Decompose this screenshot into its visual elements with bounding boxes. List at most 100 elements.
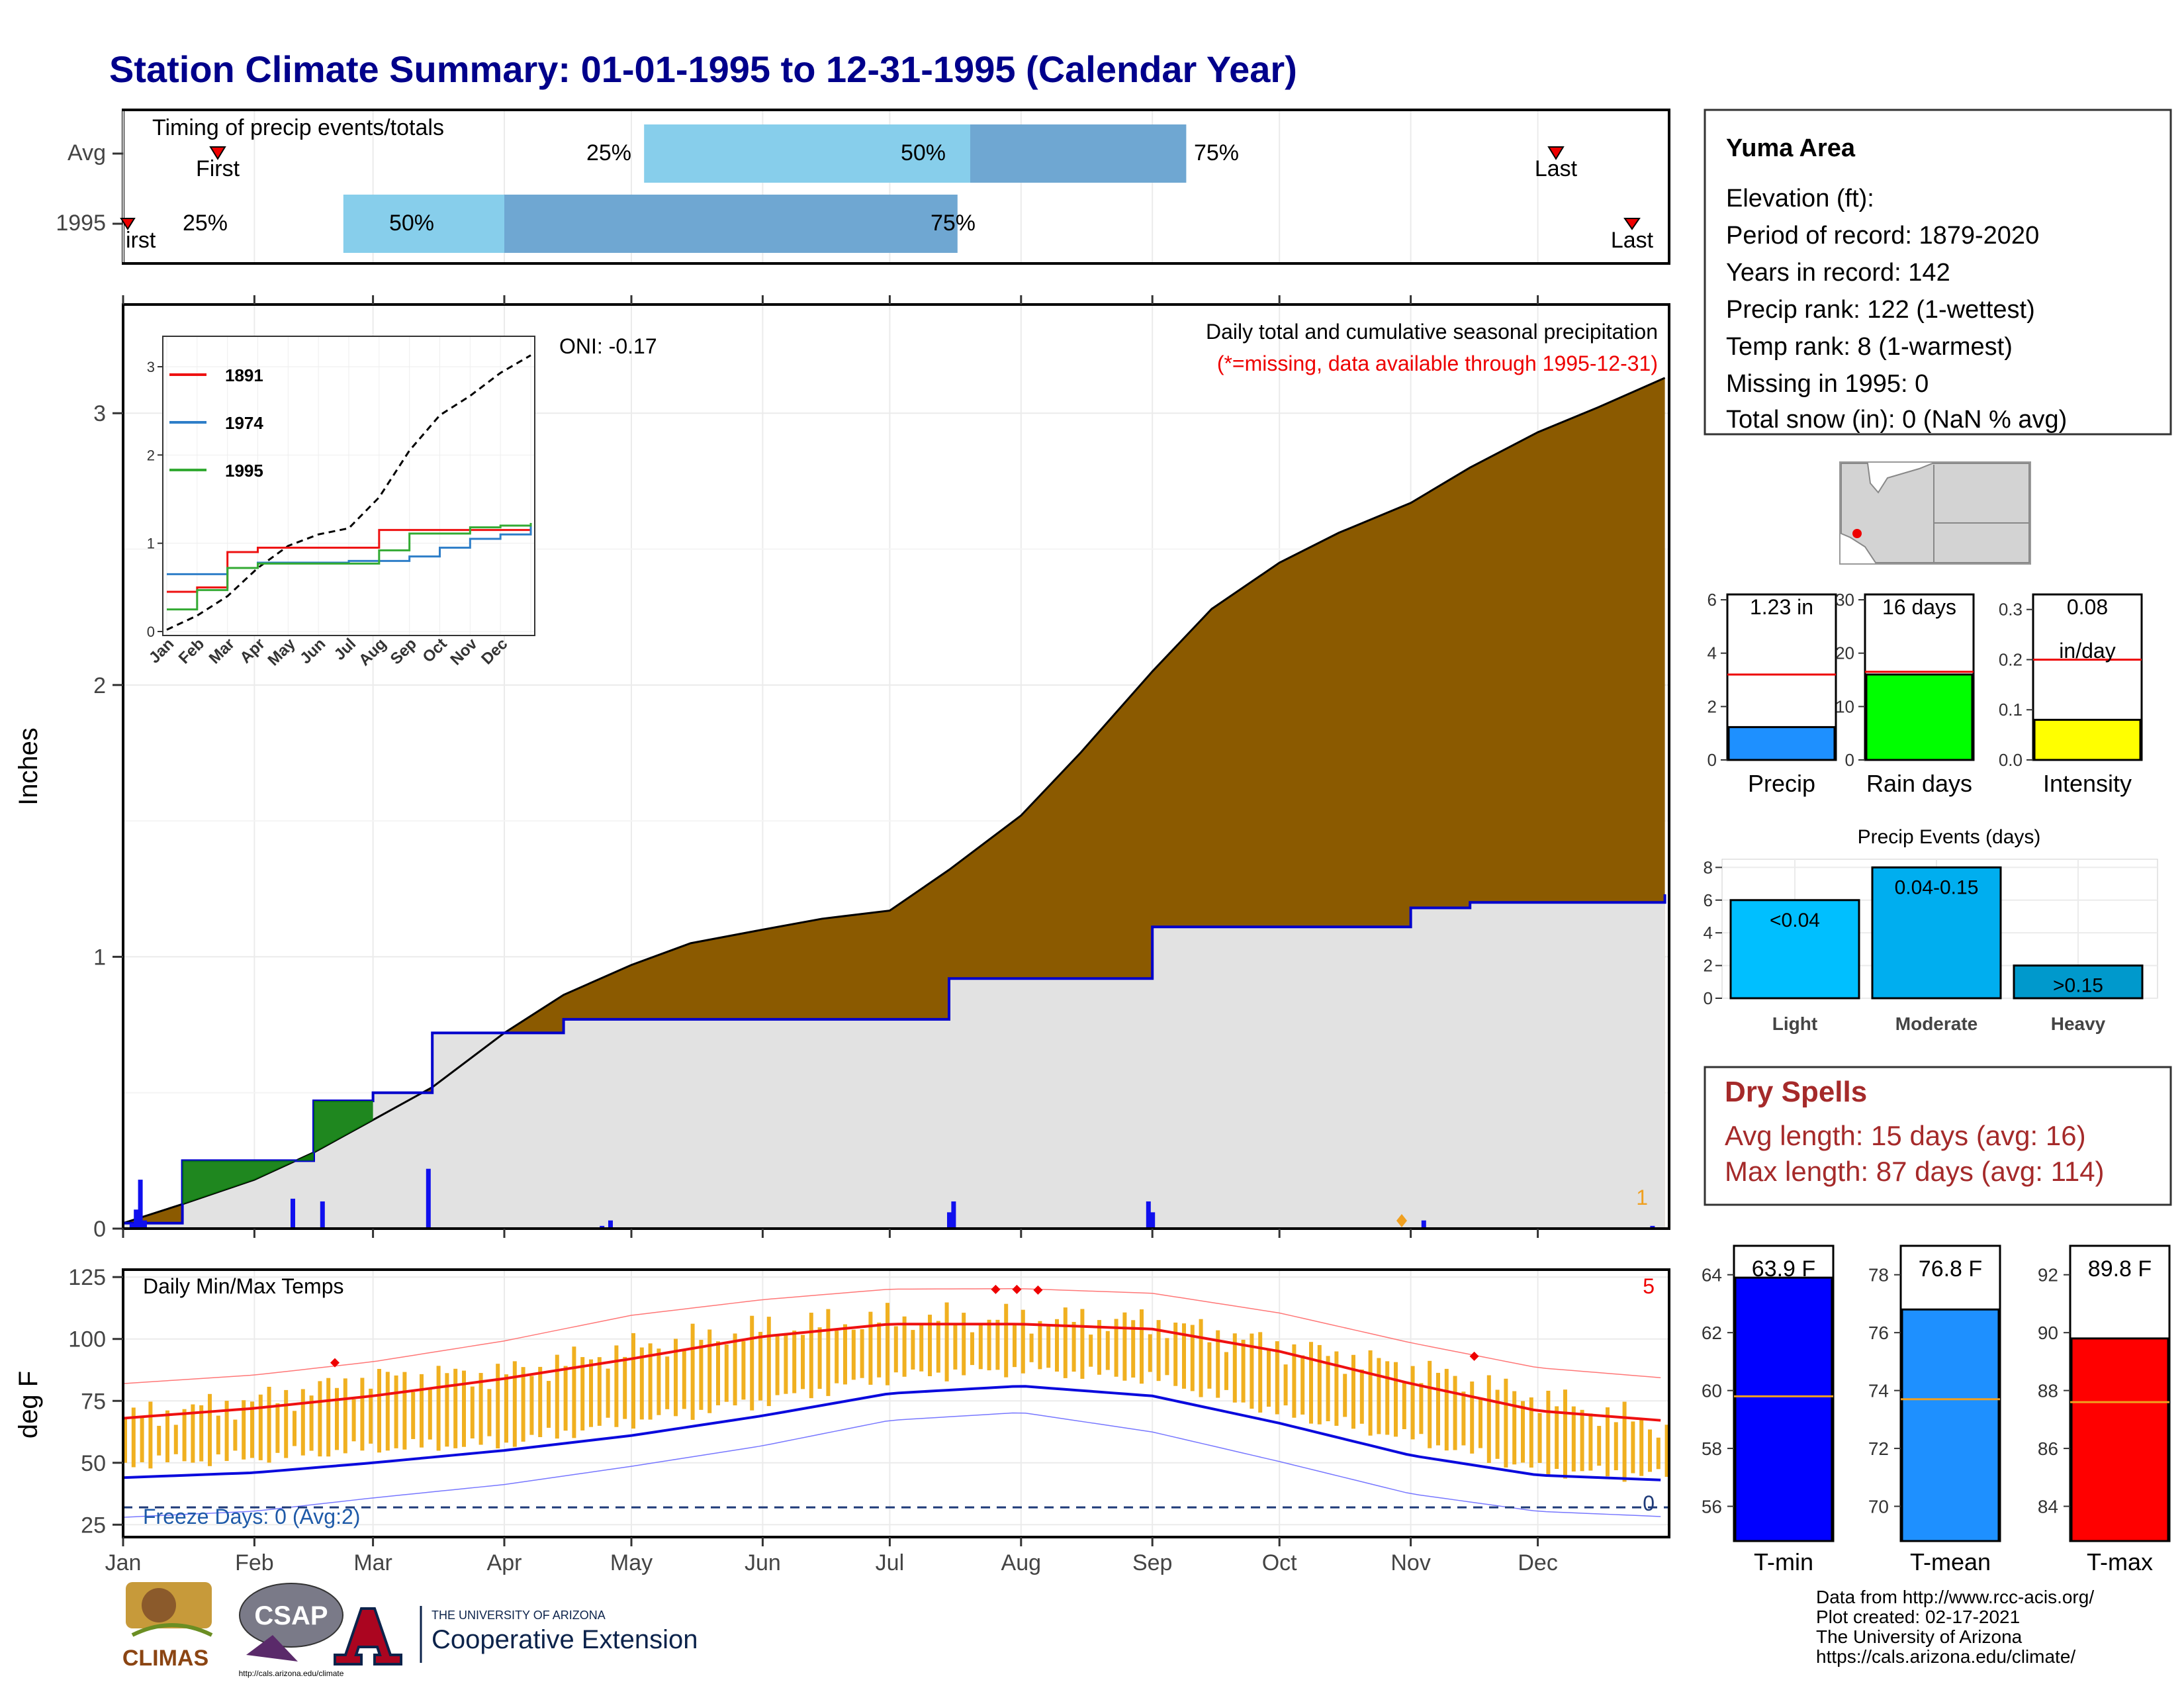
- daily-precip-bar: [951, 1201, 956, 1229]
- event-category-label: Heavy: [2051, 1013, 2106, 1034]
- event-range-label: >0.15: [2053, 975, 2103, 997]
- daily-precip-bar: [608, 1220, 613, 1229]
- daily-temp-range: [309, 1395, 314, 1451]
- inset-legend: 1891 1974 1995: [169, 365, 263, 481]
- precip-y-tick-label: 3: [93, 401, 106, 426]
- temp-frame: [122, 1268, 1670, 1538]
- daily-temp-range: [1317, 1344, 1322, 1425]
- temp-bar-label: T-max: [2087, 1548, 2153, 1575]
- daily-temp-range: [1470, 1382, 1475, 1454]
- daily-temp-range: [326, 1378, 331, 1457]
- daily-temp-range: [148, 1401, 153, 1469]
- daily-temp-range: [1656, 1437, 1661, 1470]
- legend-label-1974: 1974: [225, 413, 263, 433]
- daily-temp-range: [1148, 1334, 1152, 1372]
- events-y-tick-label: 8: [1704, 857, 1713, 877]
- daily-temp-range: [1546, 1390, 1551, 1476]
- daily-temp-range: [182, 1409, 187, 1462]
- climas-text: CLIMAS: [122, 1646, 208, 1671]
- daily-temp-range: [1614, 1422, 1618, 1471]
- daily-temp-range: [724, 1344, 729, 1402]
- daily-temp-range: [1436, 1372, 1440, 1446]
- daily-temp-range: [1580, 1409, 1584, 1472]
- mini-bar-label: Precip: [1748, 770, 1815, 797]
- daily-temp-range: [1428, 1360, 1432, 1448]
- csap-logo: CSAP http://cals.arizona.edu/climate: [239, 1583, 344, 1678]
- daily-temp-range: [1300, 1355, 1305, 1415]
- temp-bar-tick-label: 62: [1702, 1323, 1722, 1343]
- inset-frame: [162, 336, 535, 636]
- credit-line: Data from http://www.rcc-acis.org/: [1816, 1587, 2094, 1607]
- daily-temp-range: [1292, 1344, 1297, 1418]
- daily-temp-range: [614, 1345, 619, 1427]
- daily-temp-range: [1190, 1325, 1195, 1391]
- temp-bar-tick-label: 88: [2038, 1381, 2058, 1401]
- temp-bar-tick-label: 76: [1868, 1323, 1889, 1343]
- dry-spells-avg: Avg length: 15 days (avg: 16): [1725, 1120, 2086, 1151]
- year-cumulative-area: [123, 894, 1665, 1229]
- daily-temp-range: [716, 1341, 720, 1405]
- daily-temp-range: [563, 1366, 568, 1431]
- daily-temp-range: [462, 1370, 466, 1447]
- daily-temp-range: [1622, 1401, 1627, 1482]
- temp-month-label: Jul: [876, 1550, 904, 1575]
- daily-temp-range: [242, 1400, 246, 1460]
- legend-label-1891: 1891: [225, 365, 263, 385]
- daily-temp-range: [1512, 1391, 1517, 1465]
- daily-temp-range: [555, 1354, 559, 1439]
- daily-temp-range: [623, 1356, 627, 1419]
- daily-temp-range: [1232, 1333, 1237, 1403]
- daily-temp-range: [233, 1419, 238, 1451]
- dry-spells-max: Max length: 87 days (avg: 114): [1725, 1156, 2105, 1187]
- csap-text: CSAP: [254, 1601, 328, 1630]
- daily-temp-range: [131, 1407, 136, 1468]
- daily-temp-range: [766, 1317, 771, 1407]
- record-high-marker: [1012, 1284, 1022, 1294]
- inset-y-tick-label: 1: [147, 536, 155, 552]
- precip-frame: [122, 303, 1670, 1230]
- temp-bar-value-label: 89.8 F: [2088, 1256, 2152, 1282]
- climas-sun: [142, 1588, 176, 1622]
- mini-bar-value-label: 1.23 in: [1750, 595, 1813, 619]
- daily-temp-range: [521, 1367, 525, 1442]
- temp-bar-tick-label: 78: [1868, 1265, 1889, 1286]
- daily-temp-range: [1309, 1342, 1313, 1424]
- legend-label-1995: 1995: [225, 461, 263, 481]
- missing-note: (*=missing, data available through 1995-…: [1217, 352, 1658, 375]
- temp-month-label: Apr: [487, 1550, 522, 1575]
- daily-temp-range: [987, 1319, 991, 1371]
- timing-bars: [343, 124, 1187, 253]
- daily-temp-range: [1055, 1319, 1059, 1372]
- daily-temp-range: [1588, 1413, 1593, 1471]
- daily-temp-range: [877, 1322, 882, 1378]
- precip-y-axis: 0 1 2 3: [93, 401, 123, 1242]
- freeze-days-label: Freeze Days: 0 (Avg:2): [143, 1505, 360, 1528]
- station-location-dot: [1852, 529, 1862, 538]
- daily-temp-range: [784, 1333, 788, 1394]
- mini-bar-tick-label: 30: [1835, 590, 1854, 610]
- daily-temp-range: [191, 1404, 195, 1463]
- daily-temp-range: [1537, 1413, 1542, 1463]
- dry-spells-box: Dry Spells Avg length: 15 days (avg: 16)…: [1704, 1066, 2172, 1206]
- events-y-tick-label: 2: [1704, 956, 1713, 976]
- csap-url: http://cals.arizona.edu/climate: [239, 1669, 344, 1678]
- daily-temp-range: [919, 1325, 924, 1372]
- daily-temp-range: [1071, 1321, 1076, 1372]
- precip-y-tick-label: 2: [93, 673, 106, 698]
- daily-temp-range: [835, 1331, 839, 1383]
- daily-temp-range: [512, 1361, 517, 1447]
- temp-bar-tick-label: 90: [2038, 1323, 2058, 1343]
- daily-precip-bar: [138, 1180, 143, 1229]
- daily-temp-range: [1013, 1323, 1017, 1368]
- temp-bar-tick-label: 74: [1868, 1381, 1889, 1401]
- mini-bar-value: [1727, 726, 1836, 761]
- event-bar: [2013, 964, 2144, 1000]
- temp-month-label: May: [610, 1550, 653, 1575]
- normal-max-line: [122, 1323, 1661, 1422]
- mini-bar-label: Intensity: [2043, 770, 2132, 797]
- inset-line-1995: [167, 523, 532, 611]
- mini-bar-tick-label: 0.3: [1999, 600, 2023, 620]
- temp-bar-tick-label: 60: [1702, 1381, 1722, 1401]
- daily-temp-range: [1216, 1330, 1220, 1398]
- precip-x-ticks: [122, 295, 1539, 1238]
